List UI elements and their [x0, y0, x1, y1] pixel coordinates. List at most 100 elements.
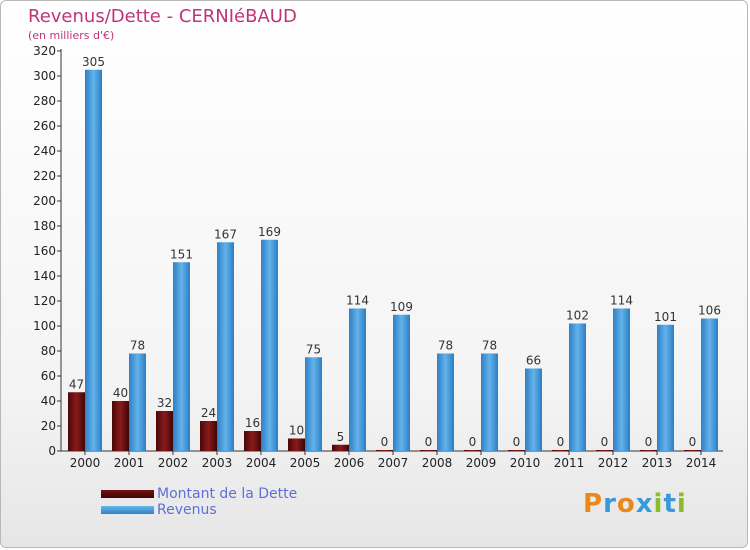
legend-label-debt: Montant de la Dette — [157, 486, 298, 502]
revenue-value-label: 106 — [698, 304, 721, 318]
revenue-value-label: 75 — [306, 342, 321, 356]
revenue-value-label: 102 — [566, 309, 589, 323]
debt-value-label: 0 — [381, 435, 389, 449]
revenue-value-label: 167 — [214, 227, 237, 241]
revenue-value-label: 305 — [82, 55, 105, 69]
debt-value-label: 0 — [689, 435, 697, 449]
chart-title: Revenus/Dette - CERNIéBAUD — [28, 6, 297, 27]
x-tick-label: 2013 — [642, 456, 673, 470]
revenue-bar — [393, 314, 410, 451]
revenue-bar — [613, 308, 630, 451]
x-tick-label: 2006 — [334, 456, 365, 470]
x-tick-label: 2011 — [554, 456, 585, 470]
debt-bar — [244, 431, 261, 451]
debt-bar — [376, 450, 393, 451]
revenue-bar — [261, 239, 278, 451]
x-tick-label: 2004 — [246, 456, 277, 470]
y-tick-label: 220 — [33, 169, 56, 183]
debt-value-label: 0 — [601, 435, 609, 449]
x-tick-label: 2005 — [290, 456, 321, 470]
debt-value-label: 40 — [113, 386, 128, 400]
debt-value-label: 24 — [201, 406, 216, 420]
debt-value-label: 0 — [645, 435, 653, 449]
x-tick-label: 2003 — [202, 456, 233, 470]
x-tick-label: 2000 — [70, 456, 101, 470]
debt-bar — [200, 421, 217, 451]
x-tick-label: 2001 — [114, 456, 145, 470]
debt-bar — [464, 450, 481, 451]
debt-bar — [112, 401, 129, 451]
x-tick-label: 2014 — [686, 456, 717, 470]
revenue-value-label: 78 — [130, 339, 145, 353]
debt-value-label: 0 — [425, 435, 433, 449]
debt-value-label: 0 — [557, 435, 565, 449]
debt-value-label: 0 — [513, 435, 521, 449]
y-tick-label: 200 — [33, 194, 56, 208]
debt-value-label: 0 — [469, 435, 477, 449]
revenue-bar — [129, 353, 146, 451]
revenue-value-label: 78 — [438, 339, 453, 353]
debt-bar — [332, 444, 349, 451]
revenue-bar — [437, 353, 454, 451]
revenue-bar — [701, 318, 718, 451]
y-tick-label: 280 — [33, 94, 56, 108]
revenue-bar — [657, 324, 674, 451]
legend: Montant de la Dette Revenus — [101, 486, 297, 518]
debt-value-label: 47 — [69, 377, 84, 391]
proxiti-logo: Proxiti — [583, 489, 687, 519]
debt-value-label: 5 — [337, 430, 345, 444]
y-tick-label: 180 — [33, 219, 56, 233]
x-tick-label: 2007 — [378, 456, 409, 470]
debt-value-label: 16 — [245, 416, 260, 430]
revenue-bar — [569, 323, 586, 451]
revenue-bar — [481, 353, 498, 451]
revenue-value-label: 101 — [654, 310, 677, 324]
revenue-value-label: 78 — [482, 339, 497, 353]
revenue-value-label: 114 — [346, 294, 369, 308]
y-tick-label: 300 — [33, 69, 56, 83]
revenue-value-label: 66 — [526, 354, 541, 368]
x-tick-label: 2012 — [598, 456, 629, 470]
debt-bar — [552, 450, 569, 451]
debt-bar — [156, 411, 173, 451]
revenue-value-label: 151 — [170, 247, 193, 261]
y-tick-label: 40 — [41, 394, 56, 408]
revenue-value-label: 169 — [258, 225, 281, 239]
x-tick-label: 2008 — [422, 456, 453, 470]
debt-bar — [68, 392, 85, 451]
debt-bar — [684, 450, 701, 451]
legend-swatch-debt — [101, 490, 154, 498]
y-tick-label: 160 — [33, 244, 56, 258]
debt-bar — [596, 450, 613, 451]
legend-swatch-revenue — [101, 506, 154, 514]
revenue-bar — [85, 69, 102, 451]
revenue-value-label: 114 — [610, 294, 633, 308]
y-tick-label: 320 — [33, 44, 56, 58]
y-tick-label: 260 — [33, 119, 56, 133]
revenue-bar — [173, 262, 190, 451]
x-tick-label: 2002 — [158, 456, 189, 470]
y-tick-label: 20 — [41, 419, 56, 433]
x-tick-label: 2009 — [466, 456, 497, 470]
revenue-value-label: 109 — [390, 300, 413, 314]
y-tick-label: 140 — [33, 269, 56, 283]
y-tick-label: 0 — [48, 444, 56, 458]
debt-bar — [288, 438, 305, 451]
revenue-bar — [349, 308, 366, 451]
revenue-bar — [525, 368, 542, 451]
legend-item-revenue: Revenus — [101, 502, 297, 518]
debt-value-label: 32 — [157, 396, 172, 410]
chart-subtitle: (en milliers d'€) — [28, 29, 115, 42]
debt-bar — [508, 450, 525, 451]
y-tick-label: 100 — [33, 319, 56, 333]
debt-bar — [420, 450, 437, 451]
y-tick-label: 120 — [33, 294, 56, 308]
debt-value-label: 10 — [289, 424, 304, 438]
revenue-bar — [217, 242, 234, 451]
y-tick-label: 60 — [41, 369, 56, 383]
legend-label-revenue: Revenus — [157, 502, 217, 518]
revenue-bar — [305, 357, 322, 451]
x-tick-label: 2010 — [510, 456, 541, 470]
